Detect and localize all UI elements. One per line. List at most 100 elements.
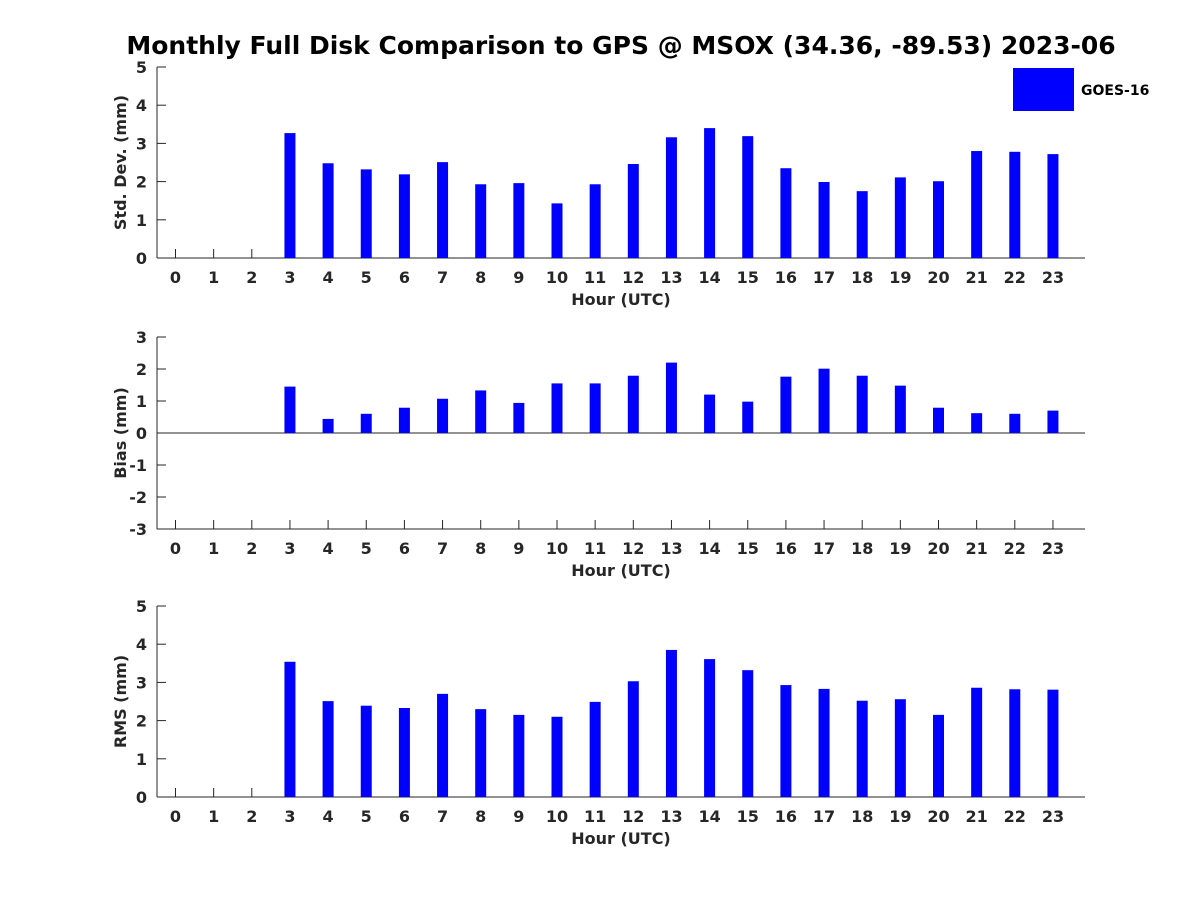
bar: [894, 699, 906, 797]
bar: [322, 418, 334, 433]
x-tick-label: 1: [208, 807, 219, 826]
x-tick-label: 2: [246, 268, 257, 287]
x-tick-label: 6: [399, 539, 410, 558]
x-tick-label: 22: [1004, 268, 1026, 287]
x-tick-label: 21: [966, 807, 988, 826]
bar: [704, 659, 716, 797]
x-axis-label: Hour (UTC): [571, 290, 671, 309]
y-tick-label: 5: [136, 58, 147, 77]
x-tick-label: 3: [284, 539, 295, 558]
bar: [933, 714, 944, 797]
x-tick-label: 13: [660, 807, 682, 826]
x-tick-label: 23: [1042, 539, 1064, 558]
x-tick-label: 17: [813, 268, 835, 287]
x-tick-label: 23: [1042, 268, 1064, 287]
x-tick-label: 13: [660, 539, 682, 558]
x-tick-label: 19: [889, 807, 911, 826]
y-axis-label: RMS (mm): [111, 655, 130, 748]
y-tick-label: -2: [129, 488, 147, 507]
x-tick-label: 7: [437, 268, 448, 287]
x-tick-label: 11: [584, 268, 606, 287]
x-tick-label: 2: [246, 539, 257, 558]
bar: [933, 181, 944, 258]
x-tick-label: 2: [246, 807, 257, 826]
x-tick-label: 19: [889, 539, 911, 558]
x-tick-label: 6: [399, 807, 410, 826]
x-tick-label: 9: [513, 807, 524, 826]
x-tick-label: 7: [437, 539, 448, 558]
x-tick-label: 19: [889, 268, 911, 287]
bar: [360, 705, 372, 797]
y-tick-label: 3: [136, 673, 147, 692]
bar: [513, 183, 525, 258]
bar: [398, 707, 410, 797]
bar: [513, 714, 525, 797]
bar: [704, 394, 716, 433]
bar: [971, 151, 983, 258]
bar: [894, 177, 906, 258]
x-tick-label: 7: [437, 807, 448, 826]
x-tick-label: 10: [546, 807, 568, 826]
x-tick-label: 13: [660, 268, 682, 287]
bar: [475, 390, 487, 433]
x-tick-label: 16: [775, 539, 797, 558]
x-tick-label: 5: [361, 807, 372, 826]
x-tick-label: 21: [966, 539, 988, 558]
y-tick-label: 2: [136, 173, 147, 192]
x-tick-label: 12: [622, 807, 644, 826]
bar: [742, 136, 754, 258]
y-axis-label: Std. Dev. (mm): [111, 95, 130, 230]
x-tick-label: 1: [208, 539, 219, 558]
x-tick-label: 16: [775, 807, 797, 826]
x-tick-label: 0: [170, 268, 181, 287]
x-tick-label: 17: [813, 807, 835, 826]
bar: [1009, 689, 1021, 797]
bar: [1009, 413, 1021, 433]
x-axis-label: Hour (UTC): [571, 829, 671, 848]
bar: [1047, 689, 1059, 797]
bar: [437, 398, 449, 433]
x-tick-label: 15: [737, 807, 759, 826]
bar: [551, 383, 563, 433]
x-tick-label: 5: [361, 268, 372, 287]
x-tick-label: 14: [698, 807, 720, 826]
bar: [437, 162, 449, 258]
x-tick-label: 22: [1004, 807, 1026, 826]
chart-title: Monthly Full Disk Comparison to GPS @ MS…: [126, 31, 1115, 60]
y-tick-label: -3: [129, 520, 147, 539]
x-tick-label: 14: [698, 539, 720, 558]
bar: [818, 368, 830, 433]
bar: [475, 184, 487, 258]
x-tick-label: 15: [737, 268, 759, 287]
x-tick-label: 8: [475, 539, 486, 558]
bar: [589, 383, 601, 433]
bar: [894, 385, 906, 433]
bar: [1047, 410, 1059, 433]
bar: [284, 133, 296, 258]
bar: [551, 716, 563, 797]
x-tick-label: 18: [851, 807, 873, 826]
legend: GOES-16: [1013, 68, 1149, 111]
x-tick-label: 21: [966, 268, 988, 287]
x-tick-label: 12: [622, 268, 644, 287]
x-tick-label: 17: [813, 539, 835, 558]
bar: [475, 709, 487, 797]
y-tick-label: -1: [129, 456, 147, 475]
y-axis-label: Bias (mm): [111, 387, 130, 479]
bar: [1047, 154, 1059, 258]
x-tick-label: 20: [927, 268, 949, 287]
x-tick-label: 1: [208, 268, 219, 287]
y-tick-label: 0: [136, 788, 147, 807]
bar: [818, 688, 830, 797]
x-tick-label: 4: [323, 539, 334, 558]
x-tick-label: 20: [927, 807, 949, 826]
bar: [589, 184, 601, 258]
bar: [551, 203, 563, 258]
bar: [665, 137, 677, 258]
bar: [742, 401, 754, 433]
bar: [360, 413, 372, 433]
bar: [360, 169, 372, 258]
